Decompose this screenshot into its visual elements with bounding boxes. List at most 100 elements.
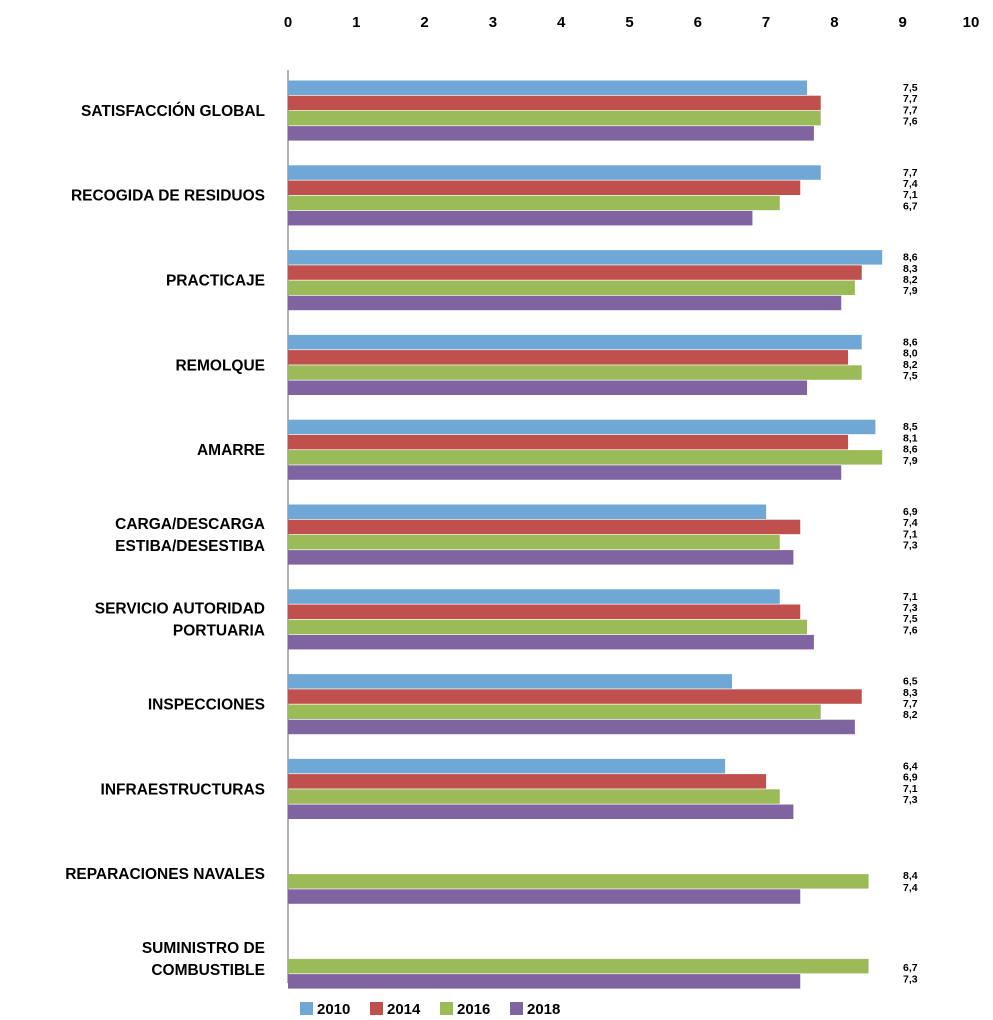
value-label: 6,4 [903,760,918,772]
x-tick-label: 4 [557,14,566,31]
value-label: 8,2 [903,274,918,286]
value-label: 8,3 [903,263,918,275]
category-label: REPARACIONES NAVALES [65,866,265,883]
value-label: 7,7 [903,167,918,179]
value-label: 7,3 [903,540,918,552]
x-tick-label: 9 [899,14,907,31]
legend-label: 2018 [527,1001,560,1018]
bar-2014 [288,435,848,450]
bar-2010 [288,759,725,774]
x-tick-label: 2 [420,14,428,31]
value-label: 7,3 [903,602,918,614]
x-tick-label: 6 [694,14,702,31]
x-tick-label: 3 [489,14,497,31]
bar-2014 [288,520,800,535]
category-label: PRACTICAJE [166,273,265,290]
value-label: 6,9 [903,772,918,784]
bar-2018 [288,296,841,311]
bar-2018 [288,635,814,650]
category-label: AMARRE [197,442,265,459]
bar-2016 [288,281,855,296]
legend-label: 2014 [387,1001,421,1018]
value-label: 7,6 [903,116,918,128]
bar-2016 [288,620,807,635]
value-label: 8,6 [903,252,918,264]
value-label: 7,5 [903,370,918,382]
value-label: 6,7 [903,962,918,974]
value-label: 6,9 [903,506,918,518]
value-label: 7,7 [903,104,918,116]
bar-2018 [288,211,752,226]
legend-swatch-2014 [370,1002,383,1015]
bar-2018 [288,381,807,396]
value-label: 7,4 [903,517,918,529]
legend-label: 2010 [317,1001,350,1018]
category-label: CARGA/DESCARGA [115,516,265,533]
category-label: INSPECCIONES [148,697,265,714]
bar-2014 [288,265,862,280]
x-tick-label: 1 [352,14,360,31]
bar-2018 [288,889,800,904]
value-label: 8,6 [903,336,918,348]
value-label: 7,7 [903,93,918,105]
x-tick-label: 5 [625,14,633,31]
bar-2018 [288,805,793,820]
bar-2010 [288,81,807,96]
bar-2018 [288,465,841,480]
value-label: 7,1 [903,591,918,603]
x-tick-label: 8 [830,14,838,31]
value-label: 8,4 [903,870,918,882]
legend: 2010 2014 2016 2018 [300,1001,560,1018]
value-label: 8,0 [903,348,918,360]
bar-2016 [288,365,862,380]
bar-2014 [288,96,821,111]
bar-2016 [288,959,869,974]
category-label: INFRAESTRUCTURAS [101,781,265,798]
value-label: 7,1 [903,783,918,795]
bar-2016 [288,450,882,465]
legend-label: 2016 [457,1001,490,1018]
legend-swatch-2010 [300,1002,313,1015]
bar-2014 [288,605,800,620]
value-label: 8,2 [903,359,918,371]
category-labels: SATISFACCIÓN GLOBAL RECOGIDA DE RESIDUOS P… [65,102,265,979]
value-label: 7,5 [903,82,918,94]
bars [288,81,882,989]
bar-2018 [288,126,814,141]
value-label: 8,6 [903,444,918,456]
category-label: SUMINISTRO DE [142,940,265,957]
x-tick-label: 0 [284,14,292,31]
category-label: PORTUARIA [173,623,265,640]
value-label: 8,1 [903,432,918,444]
bar-2016 [288,111,821,126]
x-tick-label: 7 [762,14,770,31]
bar-2010 [288,505,766,520]
bar-2014 [288,689,862,704]
value-label: 7,1 [903,189,918,201]
bar-2010 [288,420,875,435]
value-label: 7,1 [903,528,918,540]
bar-2018 [288,550,793,565]
bar-2014 [288,774,766,789]
value-label: 6,5 [903,676,918,688]
category-label: SATISFACCIÓN GLOBAL [81,102,265,120]
bar-2018 [288,720,855,735]
value-label: 7,5 [903,613,918,625]
bar-2010 [288,335,862,350]
value-label: 7,4 [903,178,918,190]
bar-2016 [288,874,869,889]
category-label: REMOLQUE [175,357,265,374]
value-label: 7,4 [903,882,918,894]
bar-2010 [288,165,821,180]
value-label: 8,3 [903,687,918,699]
bar-2016 [288,789,780,804]
bar-2016 [288,705,821,720]
x-axis-ticks: 0 1 2 3 4 5 6 7 8 9 10 [284,14,980,31]
value-labels: 7,57,77,77,67,77,47,16,78,68,38,27,98,68… [903,82,918,986]
legend-swatch-2018 [510,1002,523,1015]
value-label: 7,3 [903,794,918,806]
bar-2018 [288,974,800,989]
category-label: SERVICIO AUTORIDAD [95,601,265,618]
value-label: 7,7 [903,698,918,710]
value-label: 6,7 [903,200,918,212]
